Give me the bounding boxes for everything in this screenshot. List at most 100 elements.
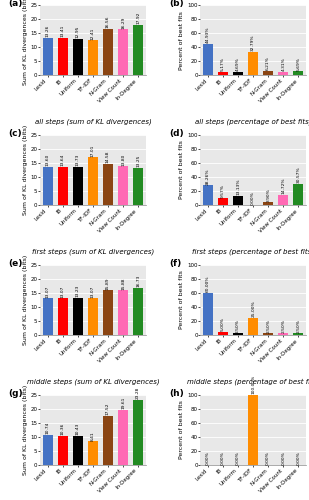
Text: 14.58: 14.58 [106,151,110,164]
Bar [294,334,303,335]
Bar [278,72,288,75]
Text: (f): (f) [169,259,181,268]
Bar [58,298,68,335]
Text: middle steps (sum of KL divergences): middle steps (sum of KL divergences) [27,378,159,385]
Bar [73,166,83,205]
Text: 12.95: 12.95 [76,26,80,38]
Bar [73,39,83,75]
Bar [263,202,273,205]
Bar [248,318,258,335]
Bar [43,167,53,205]
Text: 30.57%: 30.57% [296,166,300,183]
Y-axis label: Percent of best fits: Percent of best fits [180,10,184,70]
Text: 2.50%: 2.50% [266,318,270,332]
Y-axis label: Sum of KL divergences (bits): Sum of KL divergences (bits) [23,385,28,475]
Text: 17.92: 17.92 [136,12,140,24]
Text: all steps (percentage of best fits): all steps (percentage of best fits) [195,119,309,126]
Bar [294,71,303,75]
Text: 0.00%: 0.00% [206,451,210,464]
Text: (g): (g) [9,389,23,398]
Bar [103,416,113,465]
Bar [218,72,228,75]
Text: (b): (b) [169,0,184,8]
Bar [233,334,243,335]
Bar [278,195,288,205]
Text: 17.52: 17.52 [106,402,110,415]
Bar [103,290,113,335]
Bar [133,400,143,465]
Text: 13.13%: 13.13% [236,178,240,195]
Bar [103,28,113,75]
Text: 13.60: 13.60 [46,154,50,166]
Text: 4.69%: 4.69% [236,58,240,71]
Text: 6.21%: 6.21% [266,56,270,70]
Y-axis label: Percent of best fits: Percent of best fits [180,140,184,200]
Text: 44.93%: 44.93% [206,26,210,43]
Text: (c): (c) [9,130,22,138]
Bar [203,44,213,75]
Bar [278,334,288,335]
Bar [118,410,128,465]
Text: 0.00%: 0.00% [281,451,285,464]
Bar [248,52,258,75]
Bar [203,186,213,205]
Text: 28.26%: 28.26% [206,168,210,184]
Text: 60.00%: 60.00% [206,276,210,292]
Bar [88,158,98,205]
Text: all steps (sum of KL divergences): all steps (sum of KL divergences) [35,119,151,126]
Bar [43,435,53,465]
Bar [203,293,213,335]
Y-axis label: Sum of KL divergences (bits): Sum of KL divergences (bits) [23,125,28,215]
Text: 13.26: 13.26 [46,25,50,37]
Text: 13.23: 13.23 [76,284,80,297]
Bar [88,442,98,465]
Text: 8.41: 8.41 [91,431,95,440]
Bar [58,436,68,465]
Text: 23.28: 23.28 [136,386,140,399]
Bar [294,184,303,205]
Text: middle steps (percentage of best fits): middle steps (percentage of best fits) [187,378,309,385]
Text: 13.80: 13.80 [121,153,125,166]
Bar [58,38,68,75]
Text: 12.41: 12.41 [91,27,95,40]
Y-axis label: Percent of best fits: Percent of best fits [180,400,184,460]
Bar [88,40,98,75]
Text: 13.07: 13.07 [46,285,50,298]
Bar [218,198,228,205]
Text: 0.00%: 0.00% [221,451,225,464]
Text: 9.57%: 9.57% [221,184,225,198]
Text: 3.90%: 3.90% [266,188,270,202]
Text: 0.00%: 0.00% [296,451,300,464]
Text: 10.43: 10.43 [76,422,80,435]
Text: 13.07: 13.07 [61,285,65,298]
Bar [58,167,68,205]
Text: 5.00%: 5.00% [221,317,225,331]
Text: 17.01: 17.01 [91,144,95,156]
Text: 5.69%: 5.69% [296,56,300,70]
Text: 15.88: 15.88 [121,277,125,289]
Text: 10.74: 10.74 [46,422,50,434]
Text: first steps (percentage of best fits): first steps (percentage of best fits) [192,248,309,256]
Text: 0.00%: 0.00% [266,451,270,464]
Text: 32.79%: 32.79% [251,35,255,51]
Bar [133,288,143,335]
Y-axis label: Percent of best fits: Percent of best fits [180,270,184,330]
Bar [73,436,83,465]
Text: 16.73: 16.73 [136,275,140,287]
Text: 13.07: 13.07 [91,285,95,298]
Bar [118,30,128,75]
Text: 4.31%: 4.31% [281,58,285,71]
Text: 2.50%: 2.50% [281,318,285,332]
Text: 25.00%: 25.00% [251,300,255,317]
Bar [88,298,98,335]
Bar [233,196,243,205]
Text: (d): (d) [169,130,184,138]
Bar [103,164,113,205]
Text: 16.56: 16.56 [106,16,110,28]
Bar [133,25,143,75]
Bar [118,166,128,205]
Y-axis label: Sum of KL divergences (bits): Sum of KL divergences (bits) [23,255,28,345]
Text: 13.25: 13.25 [136,154,140,167]
Text: (a): (a) [9,0,23,8]
Text: 100.00%: 100.00% [251,375,255,394]
